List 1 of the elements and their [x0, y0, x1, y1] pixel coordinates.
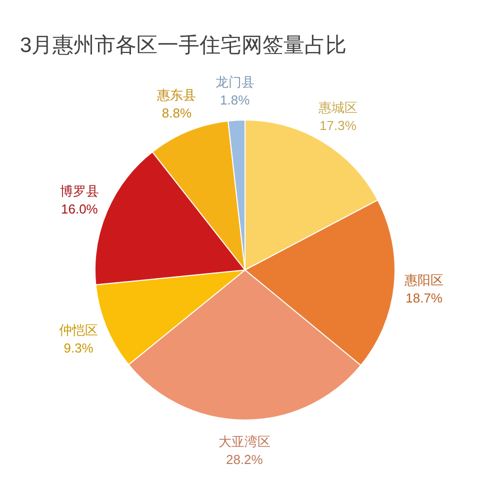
title: 3月惠州市各区一手住宅网签量占比 — [20, 34, 347, 57]
